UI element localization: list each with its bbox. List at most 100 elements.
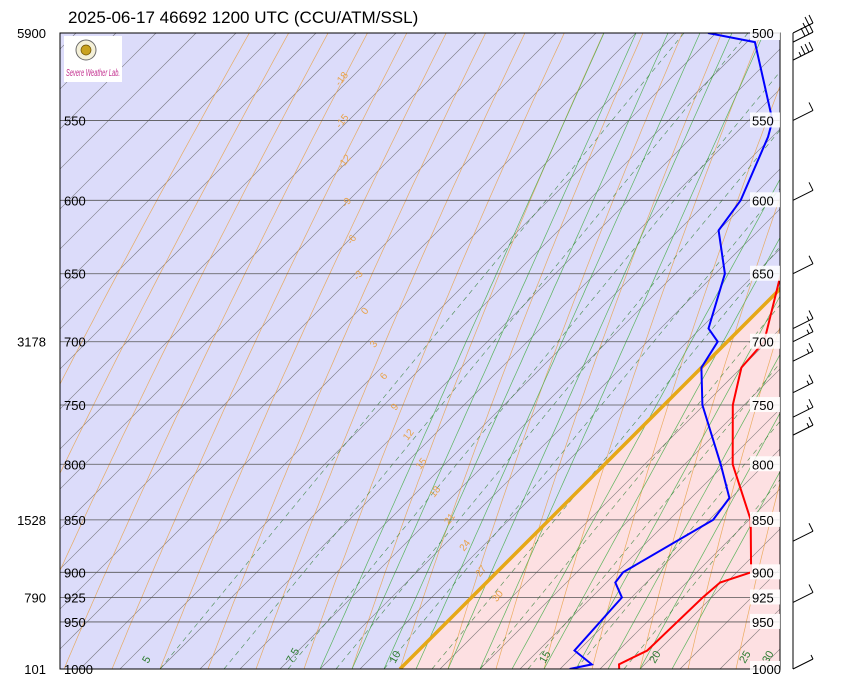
height-label: 5900 — [17, 26, 46, 41]
wind-barb-shaft — [792, 318, 814, 329]
moist-adiabat-line — [639, 412, 780, 669]
isotherm-line — [60, 33, 357, 330]
wind-barb-shaft — [792, 530, 814, 542]
chart-title: 2025-06-17 46692 1200 UTC (CCU/ATM/SSL) — [68, 8, 418, 27]
isotherm-line — [479, 368, 780, 669]
pressure-label-left: 1000 — [64, 662, 93, 677]
logo-text: Severe Weather Lab. — [66, 68, 120, 79]
mixing-ratio-line — [223, 33, 749, 669]
wind-barb-flag — [808, 398, 814, 408]
mixing-ratio-line — [287, 71, 780, 669]
pressure-label-left: 900 — [64, 565, 86, 580]
mixing-ratio-line — [431, 246, 780, 669]
wind-barb-flag — [808, 182, 814, 191]
wind-barb-shaft — [792, 263, 814, 275]
wind-barb-flag — [808, 584, 814, 593]
pressure-label-right: 700 — [752, 335, 774, 350]
wind-barb-icon — [792, 654, 814, 670]
dry-adiabat-label: 9 — [389, 401, 401, 413]
pressure-labels-left: 550 600 650 700 750 800 850 900 925 950 1000 — [64, 113, 93, 677]
pressure-label-bg — [750, 589, 780, 605]
wind-barb-flag — [808, 374, 814, 383]
pressure-label-right: 500 — [752, 26, 774, 41]
isotherm-line — [60, 33, 477, 450]
wind-barb-shaft — [792, 424, 814, 436]
pressure-label-right: 750 — [752, 398, 774, 413]
wind-barb-half-flag — [806, 316, 810, 321]
wind-barb-flag — [808, 416, 814, 426]
dry-adiabat-label: 0 — [359, 305, 371, 317]
pressure-label-left: 600 — [64, 193, 86, 208]
pressure-label-left: 850 — [64, 513, 86, 528]
pressure-label-bg — [750, 613, 780, 629]
temperature-series — [617, 273, 780, 669]
mixing-ratio-line — [575, 420, 780, 669]
isotherm-line — [60, 33, 317, 290]
wind-barb-shaft — [792, 350, 814, 362]
wind-barb-half-flag — [806, 380, 810, 385]
isotherm-line — [199, 88, 780, 669]
mixing-ratio-line — [159, 33, 685, 669]
height-label: 101 — [24, 662, 46, 677]
wind-barb-shaft — [792, 658, 814, 670]
pressure-label-bg — [750, 564, 780, 580]
pressure-label-bg — [750, 397, 780, 413]
isotherm-line — [60, 33, 677, 650]
wind-barb-icon — [792, 182, 814, 201]
isotherm-line — [639, 528, 780, 669]
lab-logo: Severe Weather Lab. — [64, 36, 122, 82]
pressure-label-right: 650 — [752, 267, 774, 282]
pressure-label-right: 900 — [752, 565, 774, 580]
pressure-label-right: 950 — [752, 615, 774, 630]
pressure-label-left: 925 — [64, 590, 86, 605]
wind-barb-half-flag — [810, 654, 814, 660]
wind-barb-icon — [792, 323, 814, 343]
mixing-ratio-line — [383, 187, 780, 669]
wind-barb-icon — [792, 310, 814, 329]
wind-barb-shaft — [792, 406, 814, 418]
isotherm-line — [159, 48, 780, 669]
isotherm-line — [359, 248, 780, 669]
moist-adiabat-line — [671, 470, 780, 669]
wind-barb-flag — [808, 23, 814, 33]
pressure-label-left: 750 — [64, 398, 86, 413]
wind-barb-icon — [792, 41, 814, 61]
isotherm-line — [60, 33, 237, 210]
logo-seal-center — [80, 44, 92, 56]
wind-barb-shaft — [792, 31, 814, 43]
plot-frame — [59, 32, 781, 670]
height-label: 790 — [24, 590, 46, 605]
isotherm-line — [279, 168, 780, 669]
isotherm-line — [60, 33, 637, 610]
dewpoint-series — [569, 33, 774, 669]
wind-barb-icon — [792, 374, 814, 394]
wind-barb-shaft — [792, 591, 814, 603]
isotherm-line — [60, 33, 397, 370]
wind-barb-flag — [800, 45, 806, 55]
wind-barb-half-flag — [806, 348, 810, 354]
isotherm-line — [439, 328, 780, 669]
wind-barb-shaft — [792, 382, 814, 394]
pressure-label-bg — [750, 511, 780, 527]
isotherm-label: 25 — [737, 649, 754, 666]
cold-region — [60, 33, 780, 669]
isotherm-line — [119, 33, 757, 669]
isotherm-line — [60, 33, 517, 490]
isotherm-lines — [60, 33, 780, 669]
isotherm-line — [60, 33, 557, 530]
isotherm-line — [79, 33, 717, 669]
wind-barb-flag — [808, 323, 814, 332]
wind-barb-shaft — [792, 110, 814, 121]
wind-barb-shaft — [792, 189, 814, 201]
isotherm-label: 10 — [387, 649, 404, 666]
pressure-label-right: 850 — [752, 513, 774, 528]
isotherm-line — [60, 33, 197, 170]
wind-barb-half-flag — [798, 51, 802, 57]
isotherm-label: 5 — [140, 654, 153, 665]
mixing-ratio-lines — [159, 33, 780, 669]
pressure-label-right: 550 — [752, 113, 774, 128]
height-label: 1528 — [17, 513, 46, 528]
pressure-label-left: 950 — [64, 615, 86, 630]
pressure-label-bg — [750, 112, 780, 128]
